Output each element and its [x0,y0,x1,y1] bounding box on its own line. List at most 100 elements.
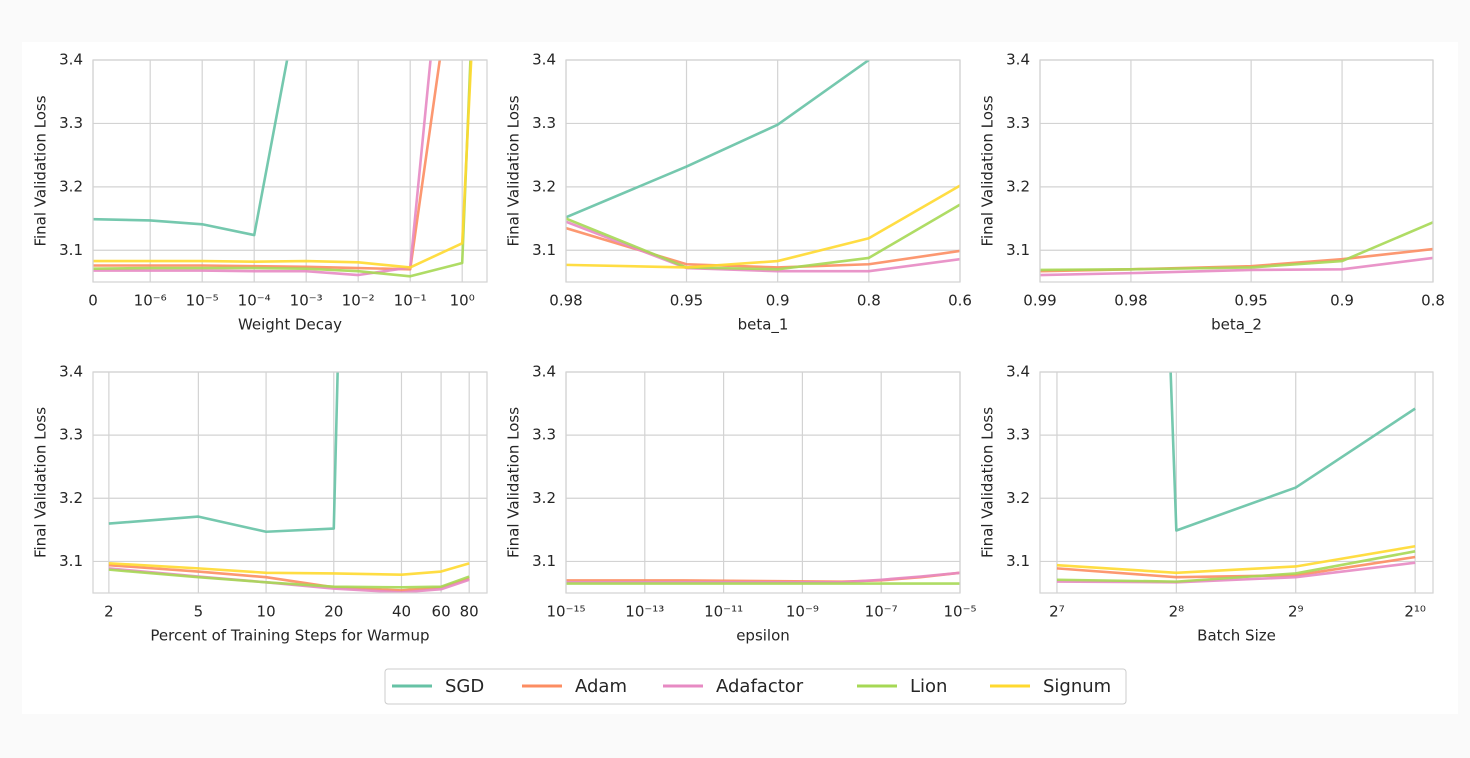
x-tick-label: 5 [194,603,204,621]
x-tick-label: 20 [324,603,343,621]
x-axis-label: beta_2 [1211,316,1262,335]
y-tick-label: 3.3 [59,426,83,444]
x-tick-label: 10 [257,603,276,621]
x-tick-label: 10⁻⁵ [186,292,219,310]
x-tick-label: 0.95 [1234,292,1267,310]
legend-frame [384,668,1127,705]
y-tick-label: 3.2 [1006,489,1030,507]
y-tick-label: 3.4 [532,363,556,381]
x-tick-label: 10⁻⁴ [238,292,271,310]
y-tick-label: 3.1 [1006,241,1030,259]
series-line [1040,221,1433,272]
series-line [1056,544,1416,575]
plot-area [566,372,960,593]
x-tick-label: 0.6 [948,292,972,310]
series-group [1040,221,1433,277]
x-tick-label: 10⁻¹¹ [704,603,743,621]
plot-area [93,60,487,282]
x-tick-label: 60 [432,603,451,621]
plot-frame [1039,59,1434,283]
subplot: 3.1 3.2 3.3 3.4 0.98 0.95 0.9 0.8 0.6 beta_1 Final… [505,51,972,335]
y-tick-label: 3.4 [1006,363,1030,381]
x-tick-label: 10⁻² [342,292,375,310]
x-tick-label: 0.8 [1421,292,1445,310]
x-tick-label: 2⁹ [1288,603,1304,621]
subplot: 3.1 3.2 3.3 3.4 2 5 10 20 40 60 80 Percent of Train… [32,363,488,645]
series-line [566,203,960,271]
x-tick-label: 0.9 [1330,292,1354,310]
x-tick-label: 10⁻⁵ [943,603,976,621]
x-tick-label: 2¹⁰ [1404,603,1426,621]
x-tick-label: 2 [104,603,114,621]
plot-frame [92,371,488,594]
legend-label: SGD [445,676,484,697]
x-tick-label: 10⁻³ [290,292,323,310]
subplot: 3.1 3.2 3.3 3.4 10⁻¹⁵ 10⁻¹³ 10⁻¹¹ 10⁻⁹ 10⁻⁷ 10⁻⁵ e… [505,363,977,645]
legend: SGD Adam Adafactor Lion Signum [384,668,1127,705]
y-axis-label: Final Validation Loss [505,95,523,246]
subplot: 3.1 3.2 3.3 3.4 2⁷ 2⁸ 2⁹ 2¹⁰ Batch Size Final Val… [979,363,1434,645]
x-tick-label: 2⁸ [1169,603,1185,621]
plot-area [1040,372,1433,593]
y-tick-label: 3.3 [532,426,556,444]
x-tick-label: 0.8 [857,292,881,310]
legend-label: Signum [1043,676,1111,697]
x-tick-label: 0.98 [1114,292,1147,310]
x-tick-label: 2⁷ [1049,603,1065,621]
x-tick-label: 10⁻⁷ [865,603,898,621]
y-tick-label: 3.4 [59,363,83,381]
y-tick-label: 3.2 [59,177,83,195]
x-axis-label: beta_1 [738,316,789,335]
series-line [93,60,472,278]
subplot: 3.1 3.2 3.3 3.4 0 10⁻⁶ 10⁻⁵ 10⁻⁴ 10⁻³ 10⁻² 10⁻¹ 10⁰… [32,51,488,334]
y-tick-label: 3.2 [532,489,556,507]
y-tick-label: 3.3 [1006,114,1030,132]
series-group [566,60,960,273]
y-tick-label: 3.2 [59,489,83,507]
series-line [108,372,339,534]
x-tick-label: 10⁻⁶ [134,292,167,310]
y-tick-label: 3.1 [59,241,83,259]
y-axis-label: Final Validation Loss [979,95,997,246]
x-tick-label: 0.99 [1023,292,1056,310]
series-line [93,60,289,237]
legend-label: Adam [575,676,627,697]
x-tick-label: 10⁰ [450,292,475,310]
series-group [93,60,473,278]
y-tick-label: 3.4 [59,51,83,69]
legend-label: Adafactor [716,676,804,697]
plot-area [93,372,487,593]
y-tick-label: 3.1 [532,241,556,259]
x-tick-label: 10⁻⁹ [786,603,819,621]
series-line [93,60,473,269]
y-tick-label: 3.1 [59,552,83,570]
series-line [566,60,870,219]
x-tick-label: 0 [88,292,98,310]
y-axis-label: Final Validation Loss [32,95,50,246]
x-axis-label: Weight Decay [238,316,342,334]
y-tick-label: 3.3 [1006,426,1030,444]
x-tick-label: 40 [392,603,411,621]
y-axis-label: Final Validation Loss [32,407,50,558]
series-line [108,568,470,589]
series-group [1056,372,1416,584]
y-tick-label: 3.4 [532,51,556,69]
y-tick-label: 3.1 [1006,552,1030,570]
series-line [1169,372,1416,532]
series-line [108,562,470,576]
plot-area [566,60,960,282]
plot-area [1040,60,1433,282]
y-axis-label: Final Validation Loss [979,407,997,558]
series-group [566,571,960,585]
y-tick-label: 3.4 [1006,51,1030,69]
x-tick-label: 10⁻¹⁵ [546,603,585,621]
x-tick-label: 0.98 [549,292,582,310]
series-line [93,60,432,277]
x-tick-label: 10⁻¹ [394,292,427,310]
series-line [566,220,960,273]
subplot: 3.1 3.2 3.3 3.4 0.99 0.98 0.95 0.9 0.8 beta_2 Fina… [979,51,1445,335]
y-tick-label: 3.3 [532,114,556,132]
x-tick-label: 80 [460,603,479,621]
x-axis-label: epsilon [736,627,790,645]
